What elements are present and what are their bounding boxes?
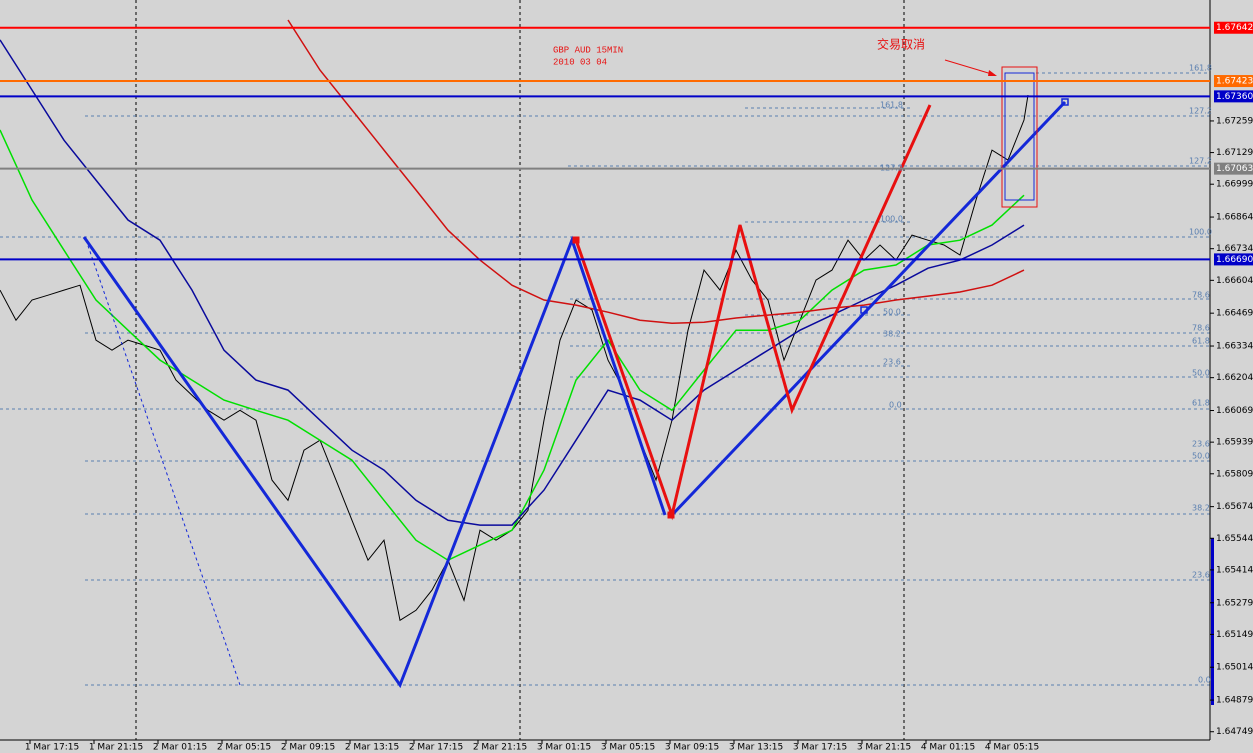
x-tick-label: 3 Mar 17:15: [793, 743, 847, 753]
day-separators: [135, 0, 905, 740]
y-tick-label: 1.65014: [1216, 663, 1253, 673]
fibo-label: 0.0: [1198, 676, 1211, 685]
x-tick-label: 2 Mar 13:15: [345, 743, 399, 753]
fibo-label: 61.8: [1192, 337, 1210, 346]
fibo-label: 127.2: [1189, 157, 1212, 166]
y-tick-label: 1.65544: [1216, 534, 1253, 544]
fibo-label: 23.6: [1192, 571, 1210, 580]
marks: [0, 19, 1029, 622]
highlight-box: [944, 59, 1038, 208]
scroll-marker: [1211, 538, 1214, 705]
zigzag-red: [572, 104, 932, 521]
fibo-label: 161.8: [880, 101, 903, 110]
fibo-label: 61.8: [1192, 399, 1210, 408]
zigzag-blue: [82, 98, 1069, 689]
chart-subtitle: 2010 03 04: [553, 57, 607, 67]
y-tick-label: 1.66204: [1216, 373, 1253, 383]
fibo-label: 50.0: [883, 308, 901, 317]
y-tick-label: 1.66999: [1216, 180, 1253, 190]
fibo-label: 78.6: [1192, 291, 1210, 300]
fibo-label: 100.0: [1189, 228, 1212, 237]
y-tick-label: 1.65674: [1216, 502, 1253, 512]
level-label-bg: [1214, 21, 1253, 34]
level-label: 1.67063: [1216, 164, 1253, 174]
fibo-label: 161.8: [1189, 64, 1212, 73]
fibo-label: 50.0: [1192, 452, 1210, 461]
fibo-label: 0.0: [889, 401, 902, 410]
x-tick-label: 2 Mar 17:15: [409, 743, 463, 753]
x-tick-label: 2 Mar 05:15: [217, 743, 271, 753]
y-tick-label: 1.66334: [1216, 342, 1253, 352]
fibo-lines: [0, 72, 1210, 686]
chart-title: GBP AUD 15MIN: [553, 45, 623, 55]
price-line: [287, 19, 1025, 324]
y-tick-label: 1.65279: [1216, 598, 1253, 608]
annotation: 交易取消: [877, 37, 925, 52]
level-label: 1.67642: [1216, 23, 1253, 33]
y-tick-label: 1.66069: [1216, 406, 1253, 416]
level-label-bg: [1214, 253, 1253, 266]
fibo-label: 78.6: [1192, 324, 1210, 333]
price-line: [0, 39, 1025, 526]
fibo-label: 100.0: [880, 215, 903, 224]
y-tick-label: 1.65149: [1216, 630, 1253, 640]
level-label: 1.67423: [1216, 77, 1253, 87]
x-tick-label: 3 Mar 05:15: [601, 743, 655, 753]
y-tick-label: 1.67129: [1216, 148, 1253, 158]
price-line: [0, 95, 1029, 622]
x-tick-label: 2 Mar 01:15: [153, 743, 207, 753]
fibo-label: 50.0: [1192, 369, 1210, 378]
y-tick-label: 1.65939: [1216, 438, 1253, 448]
y-tick-label: 1.64749: [1216, 727, 1253, 737]
y-tick-label: 1.65414: [1216, 565, 1253, 575]
x-tick-label: 3 Mar 21:15: [857, 743, 911, 753]
x-tick-label: 4 Mar 01:15: [921, 743, 975, 753]
x-tick-label: 2 Mar 21:15: [473, 743, 527, 753]
x-tick-label: 2 Mar 09:15: [281, 743, 335, 753]
y-tick-label: 1.67259: [1216, 116, 1253, 126]
fibo-label: 127.2: [1189, 107, 1212, 116]
x-tick-label: 3 Mar 01:15: [537, 743, 591, 753]
y-tick-label: 1.66469: [1216, 309, 1253, 319]
y-tick-label: 1.65809: [1216, 469, 1253, 479]
x-tick-label: 1 Mar 21:15: [89, 743, 143, 753]
price-line: [0, 129, 1025, 562]
y-tick-label: 1.66604: [1216, 276, 1253, 286]
level-label: 1.67360: [1216, 92, 1253, 102]
y-tick-label: 1.66864: [1216, 213, 1253, 223]
level-label-bg: [1214, 90, 1253, 103]
x-tick-label: 3 Mar 09:15: [665, 743, 719, 753]
level-label-bg: [1214, 75, 1253, 88]
x-tick-label: 4 Mar 05:15: [985, 743, 1039, 753]
fibo-label: 23.6: [883, 358, 901, 367]
fibo-label: 38.2: [1192, 504, 1210, 513]
x-tick-label: 3 Mar 13:15: [729, 743, 783, 753]
fibo-label: 38.2: [883, 330, 901, 339]
y-tick-label: 1.66734: [1216, 244, 1253, 254]
fibo-label: 23.6: [1192, 440, 1210, 449]
x-tick-label: 1 Mar 17:15: [25, 743, 79, 753]
level-label-bg: [1214, 162, 1253, 175]
y-tick-label: 1.64879: [1216, 696, 1253, 706]
level-label: 1.66690: [1216, 255, 1253, 265]
